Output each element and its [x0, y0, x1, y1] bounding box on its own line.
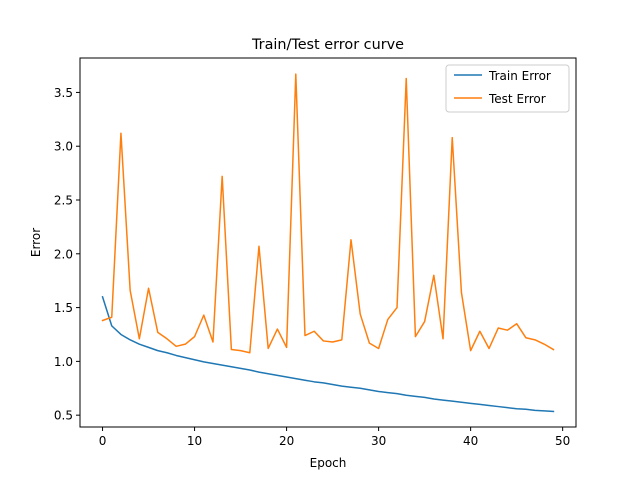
- x-tick-label: 10: [187, 434, 202, 448]
- y-tick-label: 2.5: [54, 194, 73, 208]
- x-tick-label: 40: [463, 434, 478, 448]
- plot-area: [80, 58, 576, 427]
- x-tick-label: 30: [371, 434, 386, 448]
- y-tick-label: 2.0: [54, 247, 73, 261]
- chart-title: Train/Test error curve: [251, 37, 404, 53]
- legend-label-train: Train Error: [488, 69, 551, 83]
- x-tick-label: 0: [99, 434, 107, 448]
- y-axis-label: Error: [29, 228, 43, 257]
- y-tick-label: 3.0: [54, 140, 73, 154]
- x-tick-label: 20: [279, 434, 294, 448]
- x-axis-label: Epoch: [310, 456, 347, 470]
- x-tick-label: 50: [555, 434, 570, 448]
- ticks-layer: 0 10 20 30 40 50 0.5 1.0 1.5 2.0 2.5 3.0 3.5: [54, 86, 570, 448]
- y-tick-label: 1.0: [54, 355, 73, 369]
- series-layer: [101, 73, 555, 413]
- legend-label-test: Test Error: [488, 92, 546, 106]
- series-line-test-error: [101, 73, 555, 354]
- legend-box: [445, 64, 570, 113]
- y-tick-label: 0.5: [54, 409, 73, 423]
- y-tick-label: 1.5: [54, 301, 73, 315]
- plot-background: [80, 58, 576, 427]
- series-line-train-error: [101, 295, 555, 413]
- y-tick-label: 3.5: [54, 86, 73, 100]
- plot-frame: [79, 57, 577, 428]
- legend: Train Error Test Error: [445, 64, 570, 113]
